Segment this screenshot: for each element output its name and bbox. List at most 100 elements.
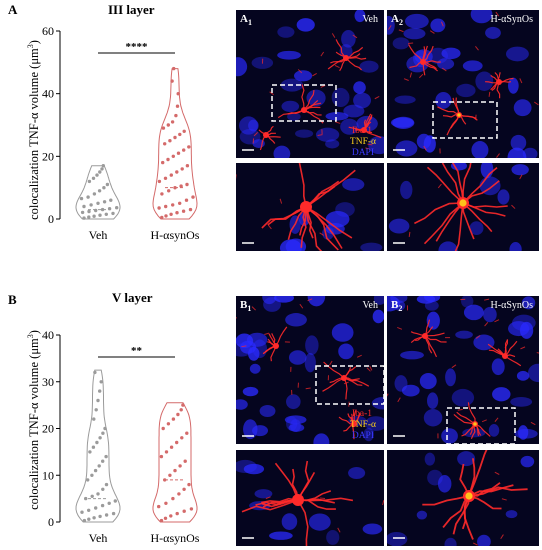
data-point	[97, 464, 101, 468]
dapi-nucleus	[400, 180, 413, 199]
violin-plot-iii-layer: 0 20 40 60 Veh H-αsynOs ****	[42, 24, 200, 242]
microglia-soma	[292, 494, 304, 506]
data-point	[176, 412, 180, 417]
data-point	[87, 508, 91, 512]
microglia-process	[343, 366, 357, 379]
iba1-fragment	[388, 25, 392, 30]
iba1-fragment	[494, 417, 499, 422]
dapi-nucleus	[395, 140, 418, 157]
dapi-nucleus	[513, 99, 532, 117]
data-point	[175, 440, 179, 445]
microglia-process	[414, 202, 464, 225]
microglia-process	[275, 326, 288, 347]
data-point	[191, 195, 195, 199]
iba1-fragment	[429, 30, 435, 34]
dapi-nucleus	[325, 139, 340, 149]
data-point	[79, 196, 84, 201]
data-point	[169, 173, 173, 177]
dapi-nucleus	[252, 425, 269, 437]
dapi-nucleus	[239, 116, 258, 135]
iba1-fragment	[320, 51, 325, 57]
microglia-process	[335, 39, 347, 59]
y-tick-label: 20	[42, 422, 54, 436]
dapi-nucleus	[456, 83, 476, 98]
dapi-nucleus	[348, 466, 366, 479]
y-label-end-b: )	[27, 330, 42, 335]
microglia-process	[255, 499, 299, 506]
dapi-nucleus	[445, 368, 456, 387]
data-point	[100, 167, 104, 171]
data-point	[80, 210, 85, 215]
data-point	[98, 514, 102, 519]
data-point	[163, 142, 167, 146]
dapi-nucleus	[325, 112, 349, 121]
dapi-nucleus	[387, 531, 408, 546]
dapi-nucleus	[516, 370, 530, 381]
microglia-process	[298, 163, 307, 208]
data-point	[87, 517, 91, 521]
iba1-fragment	[251, 306, 256, 311]
data-point	[171, 417, 176, 421]
microglia-process	[424, 332, 445, 337]
data-point	[92, 417, 96, 421]
dapi-nucleus	[438, 241, 458, 251]
inset-box	[315, 365, 384, 405]
micrograph-a1-zoom	[236, 163, 384, 251]
dapi-nucleus	[463, 304, 484, 321]
data-point	[168, 473, 172, 477]
data-point	[166, 157, 170, 162]
iba1-fragment	[500, 534, 504, 540]
data-point	[182, 509, 186, 513]
data-point	[184, 198, 189, 202]
y-label-end-a: )	[27, 40, 42, 45]
data-point	[169, 212, 173, 216]
x-tick-label: H-αsynOs	[151, 228, 200, 242]
inset-box	[432, 101, 498, 139]
layer-title-b: V layer	[112, 290, 153, 305]
iba1-fragment	[319, 232, 325, 236]
dapi-nucleus	[462, 60, 483, 72]
data-point	[177, 492, 181, 496]
dapi-nucleus	[512, 314, 536, 332]
iba1-fragment	[307, 298, 313, 302]
y-tick-label: 40	[42, 87, 54, 101]
dapi-nucleus	[254, 489, 273, 499]
data-point	[109, 198, 113, 202]
data-point	[164, 214, 168, 218]
data-point	[96, 398, 100, 403]
iba1-fragment	[494, 471, 500, 475]
dapi-nucleus	[262, 296, 277, 305]
dapi-nucleus	[288, 423, 305, 432]
y-tick-label: 60	[42, 24, 54, 38]
dapi-nucleus	[519, 321, 534, 339]
data-point	[180, 167, 184, 171]
dapi-nucleus	[488, 424, 500, 437]
dapi-nucleus	[441, 428, 458, 444]
microglia-process	[468, 486, 528, 497]
iba1-fragment	[352, 34, 358, 39]
data-point	[172, 66, 176, 71]
violin-outline-h-asynos	[152, 68, 198, 220]
data-point	[185, 431, 189, 435]
dapi-nucleus	[510, 397, 533, 407]
microglia-process	[458, 114, 478, 121]
iba1-fragment	[437, 183, 442, 189]
dapi-nucleus	[507, 147, 527, 158]
data-point	[93, 468, 98, 473]
data-point	[171, 203, 175, 207]
y-tick-label: 40	[42, 328, 54, 342]
iba1-fragment	[501, 498, 507, 501]
data-point	[87, 179, 92, 184]
dapi-nucleus	[340, 118, 359, 135]
microglia-process	[297, 497, 354, 502]
data-point	[157, 206, 161, 210]
data-point	[105, 182, 110, 187]
dapi-nucleus	[243, 463, 265, 475]
dapi-nucleus	[426, 311, 440, 330]
dapi-nucleus	[390, 296, 408, 304]
iba1-fragment	[366, 367, 371, 372]
y-tick-label: 0	[48, 212, 54, 226]
iba1-fragment	[475, 335, 481, 339]
dapi-nucleus	[338, 343, 354, 360]
dapi-nucleus	[423, 135, 436, 153]
